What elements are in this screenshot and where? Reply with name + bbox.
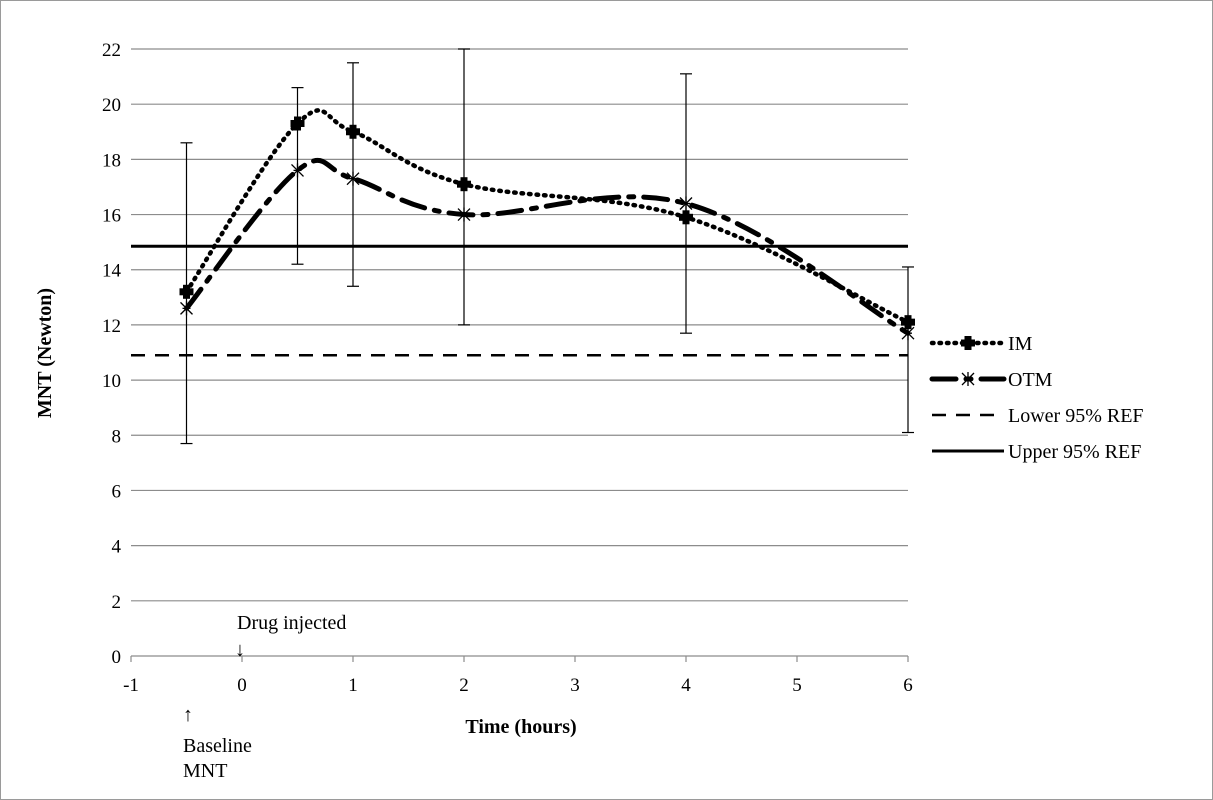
marker-im-0 (179, 284, 194, 299)
reference-lines (131, 244, 908, 357)
annotation-drug-arrow: ↓ (235, 639, 245, 661)
marker-im-1-c (293, 118, 302, 128)
legend-item-otm-marker (961, 372, 975, 386)
marker-otm-1 (291, 163, 304, 178)
y-tick-label-22: 22 (102, 40, 121, 61)
data-series (184, 108, 911, 336)
x-tick-label-6: 6 (903, 675, 913, 696)
marker-otm-4 (679, 196, 693, 211)
error-bar-im-5 (902, 266, 914, 434)
x-tick-label-0: 0 (237, 675, 247, 696)
legend-item-lower-95-ref-label: Lower 95% REF (1008, 405, 1144, 427)
x-tick-label-1: 1 (348, 675, 358, 696)
marker-otm-0 (180, 301, 193, 316)
marker-im-4-c (681, 212, 691, 222)
marker-otm-2 (346, 171, 360, 186)
marker-im-3 (457, 177, 471, 192)
x-axis-title: Time (hours) (465, 716, 576, 738)
annotation-drug-text: Drug injected (237, 612, 346, 634)
axes (130, 655, 909, 662)
y-tick-label-6: 6 (112, 481, 122, 502)
y-tick-label-20: 20 (102, 95, 121, 116)
y-tick-label-4: 4 (112, 537, 122, 558)
marker-im-1 (290, 116, 305, 131)
legend-item-otm: OTM (929, 369, 1053, 391)
annotation-baseline-arrow: ↑ (183, 704, 193, 726)
error-bars (180, 48, 914, 445)
legend-item-im-label: IM (1008, 333, 1033, 355)
marker-im-5-c (903, 317, 913, 327)
series-line-im (184, 108, 911, 325)
grid-lines (131, 48, 908, 602)
y-axis-title: MNT (Newton) (34, 288, 56, 418)
marker-otm-3 (457, 207, 471, 222)
marker-im-2 (346, 124, 360, 139)
x-tick-label-4: 4 (681, 675, 691, 696)
x-tick-label-2: 2 (459, 675, 469, 696)
legend-item-im-marker-c (963, 338, 973, 348)
legend-item-upper-95-ref-label: Upper 95% REF (1008, 441, 1141, 463)
legend-item-otm-label: OTM (1008, 369, 1053, 391)
annotation-baseline-mnt: ↑ Baseline MNT (183, 704, 252, 782)
legend-item-upper-95-ref: Upper 95% REF (932, 441, 1141, 463)
y-tick-label-18: 18 (102, 150, 121, 171)
marker-im-5 (901, 315, 915, 330)
marker-im-3-c (459, 179, 469, 189)
y-tick-label-14: 14 (102, 261, 122, 282)
marker-im-0-c (182, 287, 191, 297)
y-tick-label-2: 2 (112, 592, 122, 613)
x-tick-label-3: 3 (570, 675, 580, 696)
legend-item-im: IM (929, 333, 1033, 355)
annotation-drug-injected: Drug injected ↓ (235, 612, 346, 661)
legend-item-lower-95-ref: Lower 95% REF (932, 405, 1144, 427)
y-tick-label-12: 12 (102, 316, 121, 337)
marker-im-2-c (348, 127, 358, 137)
legend: IM OTM Lower 95% REF Upper 95% REF (929, 333, 1144, 463)
y-tick-label-8: 8 (112, 426, 122, 447)
marker-otm-5 (901, 326, 915, 341)
x-tick-labels: -1 0 1 2 3 4 5 6 (123, 675, 913, 696)
y-tick-label-16: 16 (102, 206, 121, 227)
annotation-baseline-text: Baseline (183, 735, 252, 757)
y-tick-labels: 0 2 4 6 8 10 12 14 16 18 20 22 (102, 40, 122, 668)
x-tick-label--1: -1 (123, 675, 139, 696)
annotation-baseline-text2: MNT (183, 760, 227, 782)
marker-im-4 (679, 210, 693, 225)
y-tick-label-0: 0 (112, 647, 122, 668)
series-line-otm (184, 157, 911, 336)
y-tick-label-10: 10 (102, 371, 121, 392)
x-tick-label-5: 5 (792, 675, 802, 696)
legend-item-im-marker (961, 336, 975, 350)
data-markers (179, 116, 915, 341)
